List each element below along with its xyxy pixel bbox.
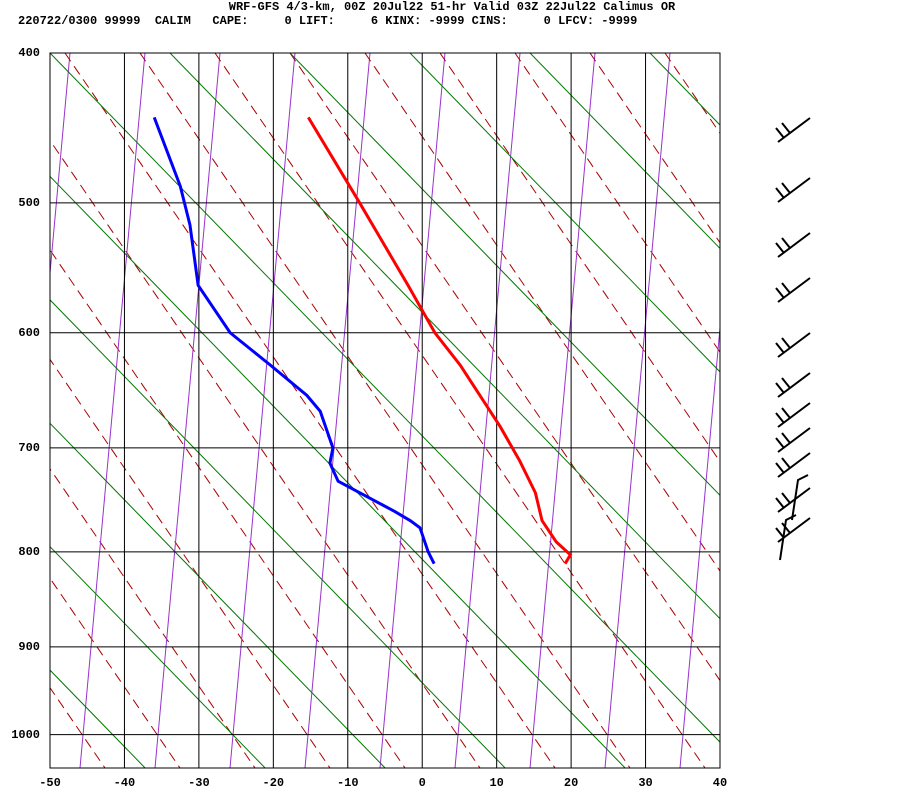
wind-barb xyxy=(775,277,811,303)
dry-adiabat xyxy=(50,358,331,768)
y-tick-label: 400 xyxy=(18,46,40,60)
plot-frame xyxy=(49,52,721,769)
profile-line xyxy=(152,116,436,565)
mixing-line xyxy=(289,53,720,497)
mixing-line xyxy=(50,175,626,768)
wind-barb xyxy=(775,372,811,398)
dry-adiabat xyxy=(815,53,900,768)
wind-barb xyxy=(775,402,811,428)
y-tick-label: 800 xyxy=(18,545,40,559)
dry-adiabat xyxy=(50,249,406,768)
mixing-line xyxy=(649,53,720,126)
y-tick-label: 500 xyxy=(18,196,40,210)
moist-adiabat xyxy=(454,53,521,768)
mixing-line xyxy=(529,53,720,250)
wind-barb xyxy=(775,517,811,543)
dry-adiabat xyxy=(214,53,706,768)
mixing-line xyxy=(169,53,720,620)
dry-adiabat xyxy=(664,53,720,135)
x-tick-label: -50 xyxy=(39,776,61,790)
x-tick-label: -30 xyxy=(188,776,210,790)
wind-barb xyxy=(775,117,811,143)
x-tick-label: 30 xyxy=(638,776,652,790)
dry-adiabat xyxy=(64,53,556,768)
x-tick-label: -10 xyxy=(337,776,359,790)
y-tick-label: 1000 xyxy=(11,728,40,742)
chart-title: WRF-GFS 4/3-km, 00Z 20Jul22 51-hr Valid … xyxy=(229,0,676,14)
moist-adiabat xyxy=(229,53,296,768)
mixing-line xyxy=(409,53,720,373)
dry-adiabat xyxy=(740,53,900,768)
mixing-line xyxy=(50,299,506,768)
wind-barbs xyxy=(775,117,811,561)
profiles xyxy=(152,116,573,565)
wind-barb xyxy=(775,427,811,453)
moist-adiabat xyxy=(79,53,146,768)
dry-adiabat xyxy=(0,53,30,768)
wind-barb xyxy=(779,474,809,561)
moist-adiabat xyxy=(755,53,820,768)
chart-subtitle: 220722/0300 99999 CALIM CAPE: 0 LIFT: 6 … xyxy=(18,14,637,28)
wind-barb xyxy=(775,177,811,203)
mixing-line xyxy=(50,669,146,768)
grid: 400 500 600 700 800 900 1000 -50 -40 -30 -20 -10 0 10… xyxy=(11,46,727,790)
x-tick-label: -40 xyxy=(114,776,136,790)
moist-adiabat xyxy=(679,322,720,768)
wind-barb xyxy=(775,332,811,358)
x-tick-label: -20 xyxy=(263,776,285,790)
y-tick-label: 700 xyxy=(18,441,40,455)
y-tick-label: 900 xyxy=(18,640,40,654)
mixing-line xyxy=(0,53,30,773)
dry-adiabat xyxy=(50,467,256,768)
moist-adiabat xyxy=(529,53,596,768)
reference-lines xyxy=(0,53,900,773)
moist-adiabat xyxy=(379,53,446,768)
wind-barb xyxy=(775,452,811,478)
moist-adiabat xyxy=(50,53,71,279)
dry-adiabat xyxy=(439,53,720,463)
dry-adiabat xyxy=(589,53,720,244)
x-tick-label: 10 xyxy=(489,776,503,790)
moist-adiabat xyxy=(830,53,895,768)
dry-adiabat xyxy=(514,53,720,354)
mixing-line xyxy=(50,422,386,768)
x-tick-label: 40 xyxy=(713,776,727,790)
dry-adiabat xyxy=(139,53,631,768)
dry-adiabat xyxy=(50,577,181,768)
mixing-line xyxy=(50,545,266,768)
wind-barb xyxy=(775,232,811,258)
moist-adiabat xyxy=(154,53,221,768)
dry-adiabat xyxy=(289,53,720,682)
x-tick-label: 20 xyxy=(564,776,578,790)
profile-line xyxy=(307,116,573,565)
moist-adiabat xyxy=(304,53,371,768)
dry-adiabat xyxy=(50,139,481,768)
y-tick-label: 600 xyxy=(18,326,40,340)
x-tick-label: 0 xyxy=(419,776,426,790)
dry-adiabat xyxy=(364,53,720,572)
mixing-line xyxy=(50,53,720,743)
